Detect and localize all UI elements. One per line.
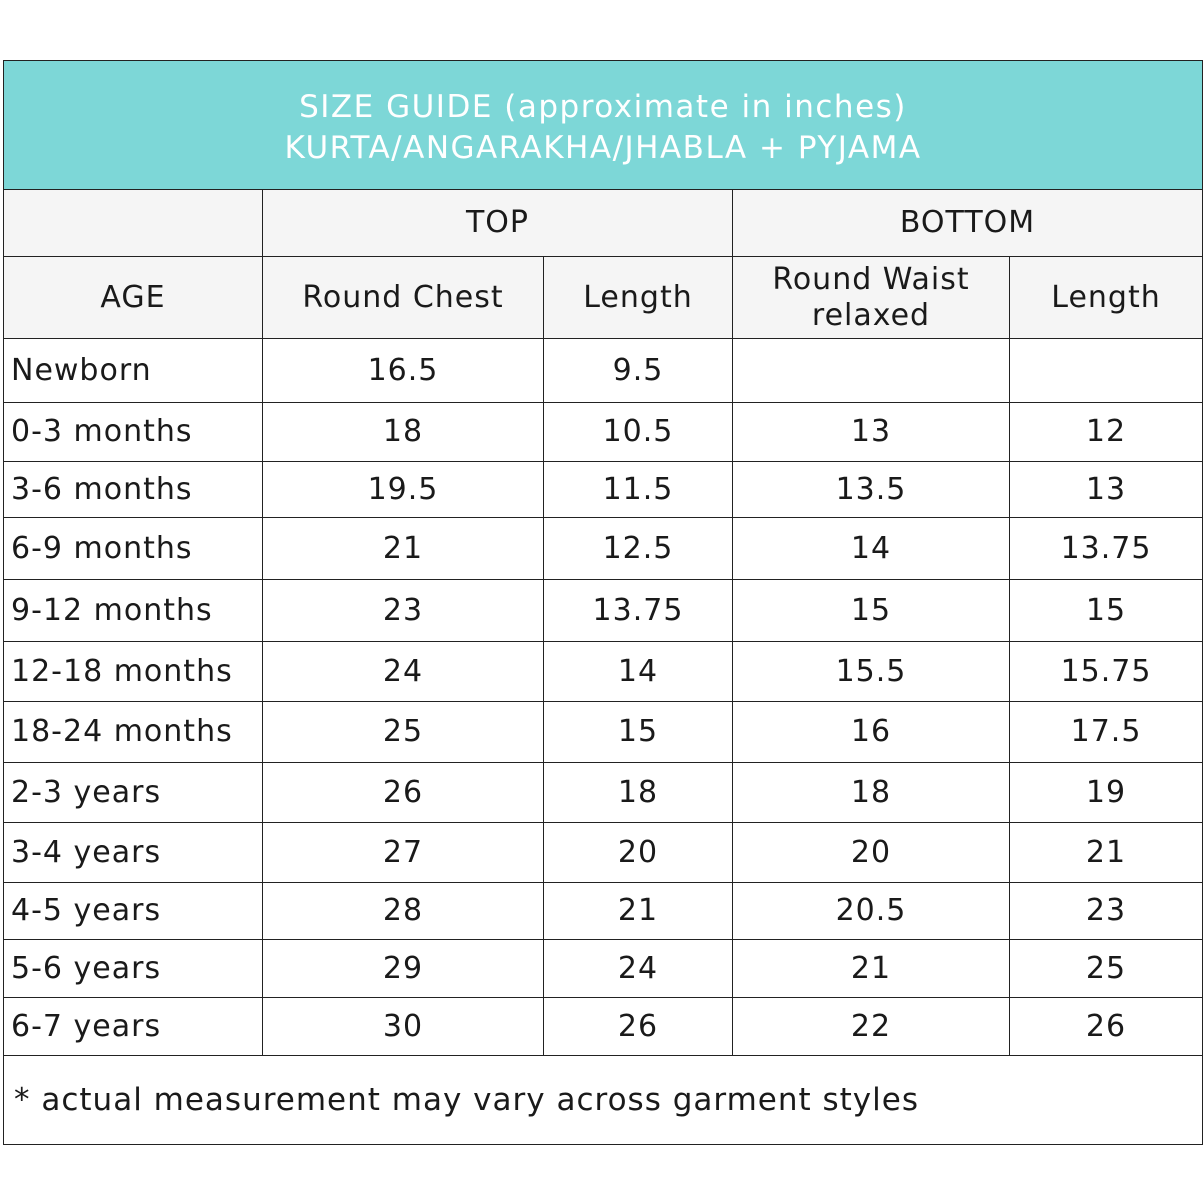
round-waist-cell: 15.5 (732, 641, 1010, 702)
round-chest-cell: 24 (262, 641, 544, 702)
round-waist-cell: 20.5 (732, 882, 1010, 940)
table-row: Newborn 16.5 9.5 (3, 338, 1204, 403)
bottom-length-cell: 19 (1008, 762, 1204, 823)
round-chest-cell: 30 (262, 997, 544, 1056)
column-header-top-length: Length (543, 256, 733, 339)
column-header-row: AGE Round Chest Length Round Waist relax… (3, 256, 1204, 339)
top-length-cell: 18 (543, 762, 733, 823)
age-cell: 18-24 months (3, 701, 263, 763)
table-row: 12-18 months 24 14 15.5 15.75 (3, 641, 1204, 702)
table-title: SIZE GUIDE (approximate in inches) KURTA… (2, 60, 1204, 190)
top-length-cell: 15 (543, 701, 733, 763)
age-cell: 0-3 months (3, 402, 263, 462)
column-header-age: AGE (3, 256, 263, 339)
age-cell: 4-5 years (3, 882, 263, 940)
table-row: 9-12 months 23 13.75 15 15 (3, 579, 1204, 642)
bottom-length-cell: 17.5 (1008, 701, 1204, 763)
top-length-cell: 21 (543, 882, 733, 940)
table-row: 2-3 years 26 18 18 19 (3, 762, 1204, 823)
bottom-length-cell: 12 (1008, 402, 1204, 462)
round-waist-cell: 22 (732, 997, 1010, 1056)
top-length-cell: 9.5 (543, 338, 733, 403)
note-row: * actual measurement may vary across gar… (2, 1055, 1204, 1145)
age-cell: 5-6 years (3, 939, 263, 998)
age-cell: 3-4 years (3, 822, 263, 883)
round-waist-cell: 13 (732, 402, 1010, 462)
table-row: 3-6 months 19.5 11.5 13.5 13 (3, 461, 1204, 518)
top-length-cell: 13.75 (543, 579, 733, 642)
column-header-round-chest: Round Chest (262, 256, 544, 339)
round-waist-cell: 16 (732, 701, 1010, 763)
footnote: * actual measurement may vary across gar… (2, 1055, 1204, 1145)
bottom-length-cell: 15.75 (1008, 641, 1204, 702)
table-row: 0-3 months 18 10.5 13 12 (3, 402, 1204, 462)
round-chest-cell: 23 (262, 579, 544, 642)
table-row: 6-9 months 21 12.5 14 13.75 (3, 517, 1204, 580)
column-header-round-waist: Round Waist relaxed (732, 256, 1010, 339)
age-cell: Newborn (3, 338, 263, 403)
round-waist-cell (732, 338, 1010, 403)
bottom-length-cell: 13.75 (1008, 517, 1204, 580)
group-top-header: TOP (262, 189, 733, 257)
age-cell: 9-12 months (3, 579, 263, 642)
title-line-2: KURTA/ANGARAKHA/JHABLA + PYJAMA (284, 130, 922, 166)
title-row: SIZE GUIDE (approximate in inches) KURTA… (2, 60, 1204, 190)
round-chest-cell: 29 (262, 939, 544, 998)
table-row: 4-5 years 28 21 20.5 23 (3, 882, 1204, 940)
group-bottom-header: BOTTOM (731, 189, 1204, 257)
top-length-cell: 26 (543, 997, 733, 1056)
round-chest-cell: 25 (262, 701, 544, 763)
bottom-length-cell: 25 (1008, 939, 1204, 998)
group-header-row: TOP BOTTOM (3, 189, 1204, 257)
top-length-cell: 11.5 (543, 461, 733, 518)
top-length-cell: 24 (543, 939, 733, 998)
age-cell: 6-9 months (3, 517, 263, 580)
age-cell: 12-18 months (3, 641, 263, 702)
bottom-length-cell: 15 (1008, 579, 1204, 642)
size-guide-table: SIZE GUIDE (approximate in inches) KURTA… (2, 60, 1204, 1145)
top-length-cell: 20 (543, 822, 733, 883)
top-length-cell: 10.5 (543, 402, 733, 462)
bottom-length-cell: 13 (1008, 461, 1204, 518)
round-chest-cell: 21 (262, 517, 544, 580)
column-header-bottom-length: Length (1008, 256, 1204, 339)
round-waist-cell: 20 (732, 822, 1010, 883)
top-length-cell: 14 (543, 641, 733, 702)
round-waist-cell: 13.5 (732, 461, 1010, 518)
top-length-cell: 12.5 (543, 517, 733, 580)
round-chest-cell: 19.5 (262, 461, 544, 518)
round-waist-cell: 18 (732, 762, 1010, 823)
round-chest-cell: 16.5 (262, 338, 544, 403)
size-table-body: SIZE GUIDE (approximate in inches) KURTA… (2, 60, 1204, 1145)
age-cell: 6-7 years (3, 997, 263, 1056)
round-chest-cell: 28 (262, 882, 544, 940)
round-waist-cell: 15 (732, 579, 1010, 642)
bottom-length-cell: 23 (1008, 882, 1204, 940)
age-cell: 3-6 months (3, 461, 263, 518)
bottom-length-cell (1008, 338, 1204, 403)
table-row: 5-6 years 29 24 21 25 (3, 939, 1204, 998)
title-line-1: SIZE GUIDE (approximate in inches) (299, 89, 907, 126)
round-chest-cell: 18 (262, 402, 544, 462)
round-chest-cell: 26 (262, 762, 544, 823)
empty-group-cell (3, 189, 263, 257)
age-cell: 2-3 years (3, 762, 263, 823)
table-row: 6-7 years 30 26 22 26 (3, 997, 1204, 1056)
table-row: 18-24 months 25 15 16 17.5 (3, 701, 1204, 763)
round-waist-cell: 14 (732, 517, 1010, 580)
round-chest-cell: 27 (262, 822, 544, 883)
bottom-length-cell: 26 (1008, 997, 1204, 1056)
bottom-length-cell: 21 (1008, 822, 1204, 883)
round-waist-cell: 21 (732, 939, 1010, 998)
table-row: 3-4 years 27 20 20 21 (3, 822, 1204, 883)
